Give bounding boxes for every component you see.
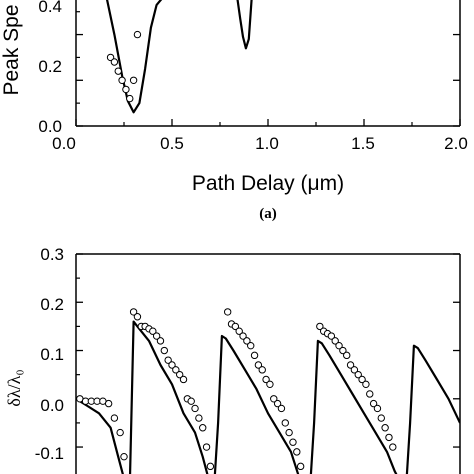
bottom-data-point-65	[373, 404, 382, 413]
bottom-data-point-69	[389, 443, 397, 451]
bottom-data-point-47	[289, 438, 297, 446]
bottom-y-tick-3: 0.0	[40, 396, 64, 415]
bottom-data-point-46	[285, 428, 293, 437]
top-x-tick-4: 2.0	[444, 134, 468, 153]
top-x-tick-1: 0.5	[160, 134, 184, 153]
bottom-data-point-68	[385, 433, 393, 442]
bottom-data-point-19	[168, 361, 176, 369]
bottom-data-point-8	[120, 452, 128, 461]
top-panel: 0.0 0.5 1.0 1.5 2.0 0.0 0.2 0.4 Path Del…	[0, 0, 468, 222]
top-y-axis-label: Peak Spe	[0, 4, 23, 95]
top-data-point-6	[129, 76, 138, 84]
bottom-data-point-36	[247, 341, 255, 350]
panel-label-a: (a)	[259, 206, 277, 222]
top-y-tick-1: 0.2	[38, 57, 62, 76]
bottom-y-tick-1: 0.2	[40, 295, 64, 314]
bottom-series-line-0	[76, 320, 460, 474]
bottom-data-point-66	[377, 414, 385, 422]
top-data-point-4	[122, 85, 130, 94]
bottom-data-point-40	[262, 375, 270, 384]
bottom-data-point-64	[369, 399, 378, 408]
bottom-data-point-45	[281, 419, 289, 427]
bottom-data-point-22	[179, 375, 188, 384]
top-data-point-7	[133, 30, 142, 39]
bottom-data-point-25	[191, 404, 199, 413]
top-data-point-0	[106, 53, 115, 62]
bottom-data-point-56	[339, 346, 347, 355]
bottom-data-point-24	[187, 397, 195, 405]
bottom-panel: 0.3 0.2 0.1 0.0 -0.1 δλ/λ₀	[4, 245, 461, 474]
bottom-data-point-18	[164, 356, 172, 364]
bottom-data-point-57	[343, 351, 351, 360]
bottom-data-point-38	[254, 361, 263, 369]
bottom-data-point-16	[156, 337, 165, 345]
bottom-data-point-61	[358, 375, 366, 384]
top-x-tick-0: 0.0	[52, 134, 76, 153]
top-series-line-0	[105, 0, 163, 114]
top-data-point-5	[126, 94, 134, 103]
bottom-data-point-55	[335, 341, 343, 350]
bottom-data-point-62	[362, 380, 370, 389]
bottom-data-point-35	[243, 337, 251, 345]
bottom-data-point-5	[104, 399, 113, 408]
bottom-data-point-41	[266, 380, 274, 389]
bottom-data-point-54	[331, 337, 339, 345]
top-y-tick-2: 0.4	[38, 0, 62, 16]
bottom-data-point-32	[231, 322, 240, 331]
bottom-data-point-39	[258, 366, 266, 374]
top-ticks	[75, 11, 461, 127]
bottom-data-point-44	[277, 404, 286, 413]
bottom-data-point-42	[270, 395, 278, 403]
bottom-data-point-58	[346, 361, 355, 369]
bottom-y-axis-label: δλ/λ₀	[4, 369, 24, 406]
bottom-data-point-48	[293, 448, 301, 456]
top-x-tick-2: 1.0	[255, 134, 279, 153]
bottom-data-point-29	[206, 462, 215, 471]
bottom-data-point-53	[327, 332, 336, 340]
bottom-data-point-10	[133, 313, 142, 321]
bottom-data-point-50	[316, 322, 324, 331]
bottom-data-point-37	[250, 351, 259, 360]
bottom-data-point-67	[381, 424, 389, 432]
bottom-data-point-34	[239, 332, 247, 340]
bottom-data-point-49	[296, 462, 305, 471]
bottom-data-point-17	[160, 346, 169, 355]
bottom-data-point-7	[116, 428, 124, 437]
bottom-data-point-33	[235, 327, 243, 335]
bottom-data-point-6	[110, 414, 119, 422]
top-series-line-1	[236, 0, 253, 50]
bottom-data-point-30	[223, 308, 232, 316]
bottom-data-point-26	[195, 414, 203, 422]
top-x-tick-3: 1.5	[351, 134, 375, 153]
bottom-data-point-14	[149, 327, 157, 335]
top-y-tick-0: 0.0	[38, 117, 62, 136]
bottom-data-point-20	[172, 366, 180, 374]
bottom-y-tick-0: 0.3	[40, 245, 64, 264]
bottom-ticks	[76, 253, 460, 448]
bottom-data-point-28	[202, 443, 211, 451]
bottom-data-point-63	[366, 390, 374, 398]
top-data-point-3	[118, 76, 126, 84]
bottom-y-tick-4: -0.1	[35, 444, 64, 463]
top-data-point-1	[110, 58, 119, 66]
bottom-data-point-15	[152, 332, 161, 340]
bottom-data-point-21	[175, 370, 184, 379]
bottom-data-point-43	[273, 399, 282, 408]
bottom-y-tick-2: 0.1	[40, 345, 64, 364]
top-data-point-2	[114, 67, 122, 75]
bottom-data-point-9	[129, 308, 138, 316]
bottom-plot-area	[76, 308, 460, 474]
top-plot-area	[105, 0, 253, 114]
bottom-data-point-27	[199, 424, 207, 432]
bottom-data-point-59	[350, 366, 359, 374]
top-x-axis-label: Path Delay (μm)	[192, 172, 344, 195]
bottom-data-point-60	[354, 370, 362, 379]
